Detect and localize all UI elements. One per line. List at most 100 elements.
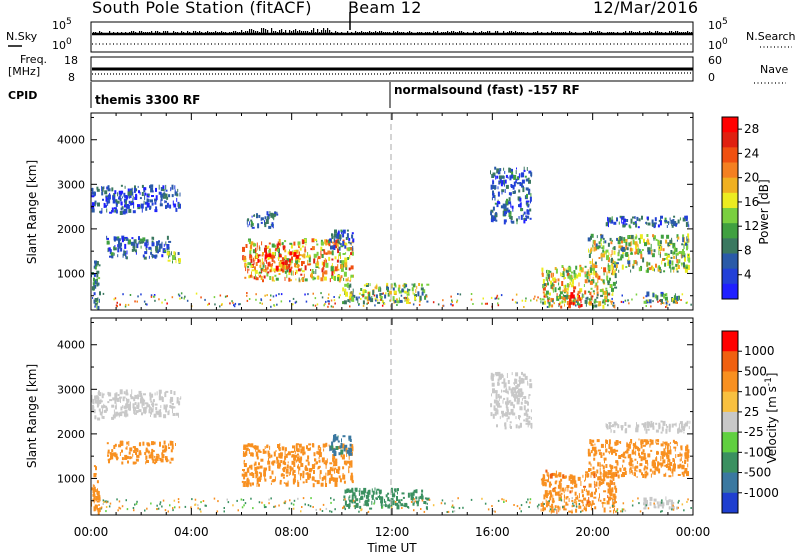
power-echo-cell bbox=[271, 252, 275, 257]
velocity-echo-cell bbox=[453, 510, 456, 513]
velocity-echo-cell bbox=[612, 424, 615, 428]
velocity-echo-cell bbox=[388, 499, 391, 502]
velocity-echo-cell bbox=[150, 502, 152, 505]
power-echo-cell bbox=[516, 176, 519, 180]
power-echo-cell bbox=[597, 304, 600, 307]
velocity-echo-cell bbox=[569, 474, 572, 479]
velocity-echo-cell bbox=[603, 507, 606, 513]
velocity-echo-cell bbox=[661, 499, 663, 502]
power-echo-cell bbox=[255, 247, 257, 253]
velocity-echo-cell bbox=[647, 504, 649, 507]
velocity-echo-cell bbox=[586, 490, 590, 496]
power-echo-cell bbox=[558, 303, 561, 306]
velocity-colorbar-label: Velocity [m s-1] bbox=[764, 373, 779, 464]
power-echo-cell bbox=[328, 293, 330, 296]
velocity-echo-cell bbox=[592, 471, 594, 474]
power-echo-cell bbox=[673, 255, 676, 259]
velocity-echo-cell bbox=[522, 378, 525, 384]
velocity-echo-cell bbox=[444, 502, 446, 505]
velocity-echo-cell bbox=[258, 471, 261, 474]
velocity-echo-cell bbox=[279, 479, 282, 482]
power-echo-cell bbox=[95, 278, 98, 281]
power-echo-cell bbox=[426, 283, 430, 286]
power-echo-cell bbox=[660, 301, 663, 304]
velocity-echo-cell bbox=[545, 503, 548, 508]
power-echo-cell bbox=[589, 301, 593, 305]
velocity-echo-cell bbox=[680, 423, 683, 429]
power-echo-cell bbox=[595, 245, 598, 251]
power-echo-cell bbox=[651, 219, 654, 224]
velocity-echo-cell bbox=[337, 440, 340, 443]
power-echo-cell bbox=[93, 299, 96, 304]
power-echo-cell bbox=[507, 176, 509, 179]
velocity-echo-cell bbox=[515, 372, 519, 377]
power-echo-cell bbox=[596, 235, 598, 239]
velocity-echo-cell bbox=[223, 510, 225, 513]
power-echo-cell bbox=[320, 277, 324, 282]
power-echo-cell bbox=[515, 293, 518, 296]
power-echo-cell bbox=[452, 304, 454, 307]
power-echo-cell bbox=[579, 288, 583, 293]
velocity-echo-cell bbox=[594, 453, 597, 456]
velocity-echo-cell bbox=[150, 400, 153, 403]
velocity-echo-cell bbox=[619, 467, 622, 472]
noise-bar bbox=[625, 31, 627, 34]
noise-panel bbox=[90, 12, 694, 53]
power-echo-cell bbox=[595, 272, 598, 278]
velocity-echo-cell bbox=[509, 400, 510, 404]
power-echo-cell bbox=[610, 302, 613, 305]
velocity-echo-cell bbox=[665, 445, 667, 449]
velocity-echo-cell bbox=[590, 491, 593, 497]
power-echo-cell bbox=[630, 218, 633, 224]
power-echo-cell bbox=[497, 172, 499, 175]
velocity-echo-cell bbox=[412, 496, 414, 502]
power-echo-cell bbox=[544, 300, 547, 305]
power-echo-cell bbox=[420, 287, 424, 291]
power-echo-cell bbox=[343, 277, 345, 281]
power-echo-cell bbox=[301, 245, 304, 248]
velocity-echo-cell bbox=[312, 476, 315, 481]
velocity-echo-cell bbox=[624, 471, 627, 475]
velocity-echo-cell bbox=[93, 484, 95, 487]
power-echo-cell bbox=[337, 244, 339, 250]
velocity-echo-cell bbox=[661, 510, 663, 513]
noise-bar bbox=[403, 32, 405, 34]
velocity-echo-cell bbox=[159, 457, 162, 461]
velocity-echo-cell bbox=[584, 506, 586, 511]
velocity-echo-cell bbox=[568, 475, 571, 481]
power-echo-cell bbox=[325, 270, 328, 275]
power-echo-cell bbox=[252, 222, 254, 226]
station-title: South Pole Station (fitACF) bbox=[92, 0, 312, 17]
power-echo-cell bbox=[498, 181, 501, 184]
velocity-echo-cell bbox=[298, 470, 300, 475]
power-echo-cell bbox=[501, 180, 504, 185]
velocity-echo-cell bbox=[643, 457, 647, 460]
velocity-echo-cell bbox=[158, 454, 160, 459]
velocity-echo-cell bbox=[121, 411, 125, 414]
velocity-echo-cell bbox=[169, 405, 172, 408]
velocity-echo-cell bbox=[555, 470, 557, 476]
power-echo-cell bbox=[268, 225, 272, 229]
velocity-echo-cell bbox=[662, 459, 666, 464]
velocity-echo-cell bbox=[284, 459, 286, 463]
velocity-echo-cell bbox=[128, 451, 131, 455]
power-echo-cell bbox=[324, 258, 326, 262]
power-echo-cell bbox=[621, 294, 623, 297]
power-echo-cell bbox=[251, 226, 255, 229]
velocity-echo-cell bbox=[261, 501, 263, 504]
power-echo-cell bbox=[101, 186, 104, 192]
power-echo-cell bbox=[418, 300, 421, 303]
velocity-echo-cell bbox=[258, 478, 261, 482]
velocity-echo-cell bbox=[529, 498, 532, 501]
power-echo-cell bbox=[550, 280, 552, 285]
power-echo-cell bbox=[157, 250, 159, 254]
velocity-echo-cell bbox=[629, 467, 632, 471]
power-echo-cell bbox=[600, 278, 603, 281]
velocity-echo-cell bbox=[686, 456, 689, 462]
power-echo-cell bbox=[313, 253, 317, 258]
velocity-echo-cell bbox=[120, 406, 123, 411]
velocity-echo-cell bbox=[175, 412, 179, 416]
velocity-echo-cell bbox=[397, 491, 398, 495]
velocity-echo-cell bbox=[487, 508, 490, 511]
power-echo-cell bbox=[497, 186, 499, 190]
